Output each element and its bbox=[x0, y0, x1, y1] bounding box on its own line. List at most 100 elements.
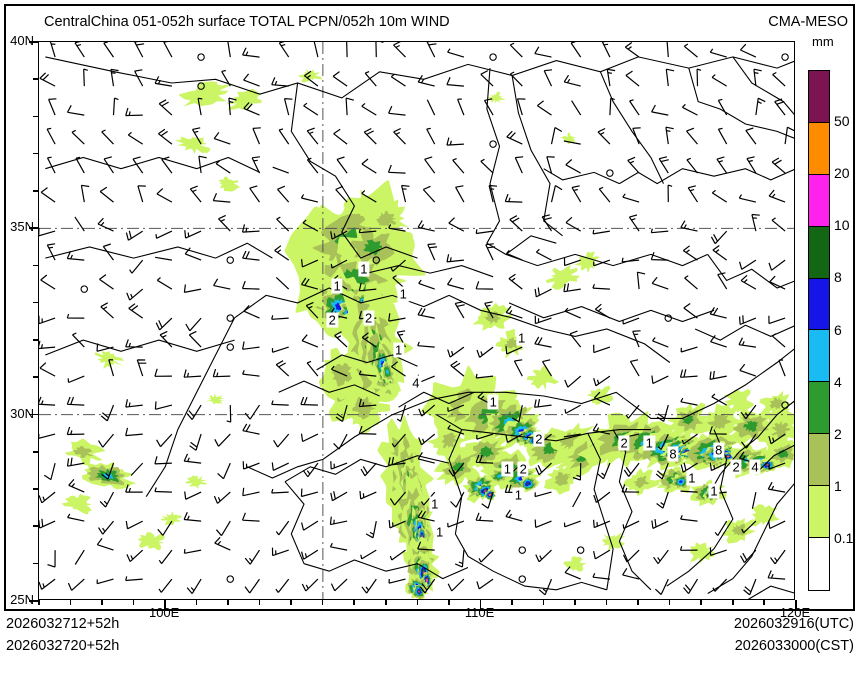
contour-label: 2 bbox=[326, 312, 338, 328]
wind-barb bbox=[100, 404, 115, 422]
wind-barb bbox=[650, 251, 669, 261]
wind-barb bbox=[155, 317, 173, 331]
wind-barb bbox=[741, 520, 757, 534]
wind-barb bbox=[740, 404, 757, 420]
wind-barb bbox=[125, 107, 143, 117]
wind-barb bbox=[546, 156, 555, 174]
wind-barb bbox=[535, 549, 552, 563]
contour-label: 8 bbox=[713, 442, 725, 458]
wind-barb bbox=[593, 375, 611, 387]
wind-barb bbox=[656, 491, 669, 509]
boundary-line bbox=[284, 455, 450, 483]
wind-barb bbox=[450, 360, 465, 377]
wind-barb bbox=[39, 227, 56, 237]
boundary-line bbox=[587, 433, 614, 590]
wind-barb bbox=[622, 520, 640, 529]
wind-barb bbox=[738, 194, 757, 203]
x-tick bbox=[763, 600, 766, 605]
wind-barb bbox=[125, 339, 143, 348]
precip-contour-band bbox=[185, 475, 208, 489]
precip-contour-band bbox=[489, 494, 491, 496]
precip-contour-band bbox=[689, 542, 715, 564]
wind-barb bbox=[683, 578, 699, 594]
contour-label: 1 bbox=[515, 330, 528, 346]
wind-barb bbox=[97, 217, 114, 232]
boundary-line bbox=[694, 324, 794, 341]
wind-barb bbox=[361, 158, 377, 174]
wind-barb bbox=[388, 105, 406, 116]
precip-contour-band bbox=[545, 264, 580, 290]
wind-barb bbox=[680, 515, 698, 522]
wind-barb bbox=[301, 259, 319, 268]
wind-barb bbox=[163, 42, 173, 58]
wind-barb bbox=[679, 369, 698, 378]
wind-barb bbox=[753, 68, 762, 87]
wind-barb bbox=[651, 104, 669, 116]
y-tick bbox=[29, 227, 38, 229]
wind-barb bbox=[652, 337, 669, 348]
wind-barb bbox=[448, 217, 465, 232]
precip-contour-band bbox=[518, 475, 525, 481]
wind-barb bbox=[137, 185, 146, 203]
colorbar-tick-4: 4 bbox=[834, 373, 842, 390]
calm-wind-symbol bbox=[664, 314, 673, 322]
wind-barb bbox=[271, 547, 289, 557]
wind-barb bbox=[71, 129, 85, 145]
wind-barb bbox=[739, 363, 757, 377]
wind-barb bbox=[475, 229, 494, 235]
wind-barb bbox=[476, 578, 494, 590]
wind-barb bbox=[565, 159, 581, 174]
wind-barb bbox=[622, 317, 640, 325]
wind-barb bbox=[680, 397, 698, 406]
precip-contour-band bbox=[61, 493, 92, 515]
wind-barb bbox=[134, 69, 144, 87]
precip-contour-band bbox=[526, 365, 559, 390]
wind-barb bbox=[565, 216, 582, 232]
precip-contour-band bbox=[560, 132, 576, 145]
precip-contour-band bbox=[205, 393, 225, 404]
wind-barb bbox=[198, 155, 207, 174]
wind-barb bbox=[564, 375, 582, 388]
x-tick bbox=[290, 600, 292, 605]
wind-barb bbox=[125, 399, 143, 408]
wind-barb bbox=[454, 550, 465, 568]
wind-barb bbox=[278, 128, 290, 145]
wind-barb bbox=[228, 97, 237, 116]
wind-barb bbox=[66, 251, 85, 261]
precip-contour-band bbox=[727, 455, 729, 457]
y-axis-label-30N: 30N bbox=[10, 405, 34, 421]
calm-wind-symbol bbox=[197, 53, 205, 61]
contour-label: 2 bbox=[618, 435, 630, 451]
wind-barb bbox=[242, 461, 260, 470]
precip-contour-band bbox=[559, 431, 585, 450]
wind-barb bbox=[97, 433, 114, 448]
wind-barb bbox=[99, 274, 114, 290]
wind-barb bbox=[242, 47, 260, 58]
x-tick bbox=[321, 600, 324, 605]
wind-barb bbox=[771, 333, 786, 348]
y-axis-label-35N: 35N bbox=[10, 219, 34, 235]
wind-barb bbox=[446, 254, 464, 263]
wind-barb bbox=[447, 578, 465, 592]
wind-barb bbox=[66, 105, 85, 116]
wind-barb bbox=[746, 156, 757, 174]
precip-contour-band bbox=[742, 420, 759, 432]
wind-barb bbox=[534, 491, 552, 498]
wind-barb bbox=[480, 158, 494, 174]
calm-wind-symbol bbox=[781, 53, 789, 61]
wind-barb bbox=[241, 512, 260, 522]
calm-wind-symbol bbox=[576, 546, 585, 554]
wind-barb bbox=[74, 549, 85, 565]
wind-barb bbox=[358, 425, 377, 435]
wind-barb bbox=[592, 573, 610, 580]
wind-barb bbox=[96, 343, 114, 352]
x-tick bbox=[132, 600, 135, 605]
precip-field-layer bbox=[61, 69, 794, 599]
wind-barb bbox=[302, 462, 319, 478]
wind-barb bbox=[534, 315, 552, 325]
wind-barb bbox=[218, 214, 231, 232]
wind-barb bbox=[157, 520, 173, 536]
wind-barb bbox=[67, 578, 85, 591]
wind-barb bbox=[112, 97, 119, 116]
